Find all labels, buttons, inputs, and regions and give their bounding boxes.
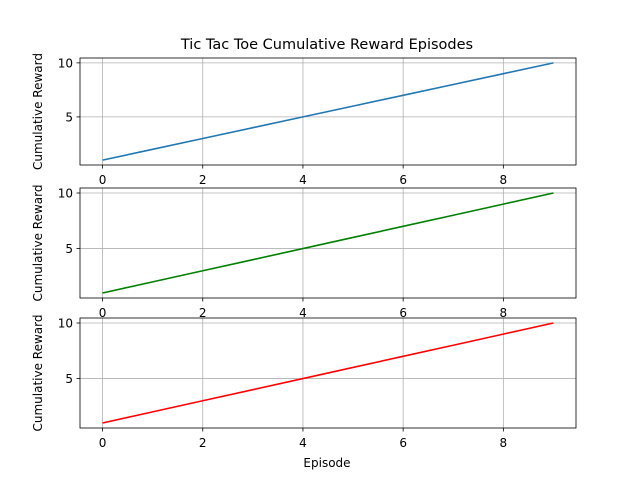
x-tick-label: 4 — [299, 306, 307, 320]
y-tick-label: 10 — [58, 56, 73, 70]
x-tick-label: 2 — [199, 306, 207, 320]
x-tick-label: 4 — [299, 436, 307, 450]
y-tick-label: 10 — [58, 317, 73, 331]
x-axis-label: Episode — [303, 456, 350, 470]
x-tick-label: 4 — [299, 173, 307, 187]
x-tick-label: 0 — [99, 173, 107, 187]
chart-title: Tic Tac Toe Cumulative Reward Episodes — [180, 37, 473, 53]
axes-frame — [79, 187, 577, 299]
x-tick-label: 6 — [399, 173, 407, 187]
y-tick-label: 5 — [65, 372, 73, 386]
series-line — [102, 322, 554, 424]
subplot-2: 0 2 4 6 8 5 10 Cumulative Reward — [31, 185, 577, 320]
x-tick-label: 6 — [399, 306, 407, 320]
x-tick-label: 8 — [500, 173, 508, 187]
y-tick-label: 10 — [58, 187, 73, 201]
subplot-1: 0 2 4 6 8 5 10 Cumulative Reward — [31, 53, 577, 187]
x-tick-label: 2 — [199, 173, 207, 187]
y-axis-label: Cumulative Reward — [31, 53, 45, 170]
axes-frame — [79, 317, 577, 429]
subplot-panels: 0 2 4 6 8 5 10 Cumulative Reward 0 2 4 6 8 5 10 Cumulat… — [31, 53, 577, 450]
series-line — [102, 62, 554, 161]
x-tick-label: 6 — [399, 436, 407, 450]
x-tick-label: 2 — [199, 436, 207, 450]
subplot-3: 0 2 4 6 8 5 10 Cumulative Reward — [31, 315, 577, 450]
axes-frame — [79, 57, 577, 166]
y-axis-label: Cumulative Reward — [31, 185, 45, 302]
x-tick-label: 0 — [99, 306, 107, 320]
y-tick-label: 5 — [65, 110, 73, 124]
x-tick-label: 0 — [99, 436, 107, 450]
x-tick-label: 8 — [500, 436, 508, 450]
series-line — [102, 192, 554, 294]
x-tick-label: 8 — [500, 306, 508, 320]
y-tick-label: 5 — [65, 242, 73, 256]
y-axis-label: Cumulative Reward — [31, 315, 45, 432]
